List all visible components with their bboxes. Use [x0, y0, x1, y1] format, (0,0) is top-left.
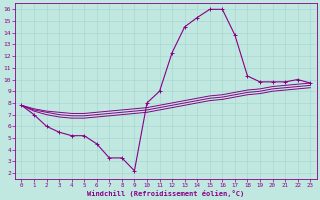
X-axis label: Windchill (Refroidissement éolien,°C): Windchill (Refroidissement éolien,°C)	[87, 190, 244, 197]
